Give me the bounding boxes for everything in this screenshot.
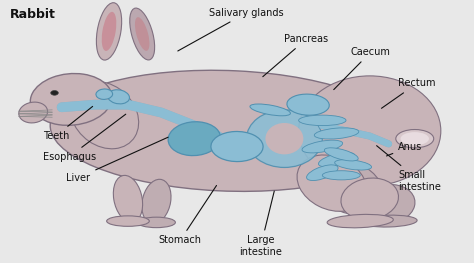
Text: Esophagus: Esophagus xyxy=(43,114,126,162)
Ellipse shape xyxy=(211,132,263,161)
Ellipse shape xyxy=(135,17,149,51)
Ellipse shape xyxy=(341,178,399,220)
Text: Rectum: Rectum xyxy=(382,78,436,108)
Ellipse shape xyxy=(108,90,129,104)
Ellipse shape xyxy=(107,216,149,226)
Ellipse shape xyxy=(299,115,346,126)
Ellipse shape xyxy=(96,89,113,99)
Ellipse shape xyxy=(250,104,291,116)
Ellipse shape xyxy=(168,122,220,156)
Text: Rabbit: Rabbit xyxy=(9,8,55,21)
Ellipse shape xyxy=(327,214,393,228)
Text: Caecum: Caecum xyxy=(334,47,391,90)
Text: Small
intestine: Small intestine xyxy=(377,146,441,192)
Text: Salivary glands: Salivary glands xyxy=(178,8,284,51)
Ellipse shape xyxy=(401,132,429,145)
Ellipse shape xyxy=(324,148,358,161)
Ellipse shape xyxy=(137,217,175,228)
Text: Anus: Anus xyxy=(386,141,422,156)
Ellipse shape xyxy=(287,94,329,115)
Ellipse shape xyxy=(70,82,139,149)
Ellipse shape xyxy=(299,76,441,186)
Ellipse shape xyxy=(50,70,405,191)
Ellipse shape xyxy=(297,155,366,211)
Ellipse shape xyxy=(396,129,434,148)
Ellipse shape xyxy=(363,185,415,224)
Ellipse shape xyxy=(265,123,303,154)
Ellipse shape xyxy=(130,8,155,60)
Ellipse shape xyxy=(96,3,122,60)
Ellipse shape xyxy=(360,215,417,227)
Ellipse shape xyxy=(30,73,112,125)
Ellipse shape xyxy=(246,110,322,168)
Ellipse shape xyxy=(319,153,355,167)
Ellipse shape xyxy=(102,12,116,51)
Ellipse shape xyxy=(113,175,143,222)
Ellipse shape xyxy=(19,102,47,123)
Ellipse shape xyxy=(142,179,171,224)
Text: Large
intestine: Large intestine xyxy=(239,191,282,257)
Ellipse shape xyxy=(302,140,343,153)
Ellipse shape xyxy=(51,90,58,95)
Text: Stomach: Stomach xyxy=(159,185,217,245)
Ellipse shape xyxy=(314,128,359,139)
Text: Liver: Liver xyxy=(66,137,168,183)
Ellipse shape xyxy=(319,163,382,214)
Ellipse shape xyxy=(322,171,360,180)
Text: Pancreas: Pancreas xyxy=(263,34,328,77)
Ellipse shape xyxy=(307,165,338,180)
Ellipse shape xyxy=(335,160,372,170)
Text: Teeth: Teeth xyxy=(43,107,92,141)
